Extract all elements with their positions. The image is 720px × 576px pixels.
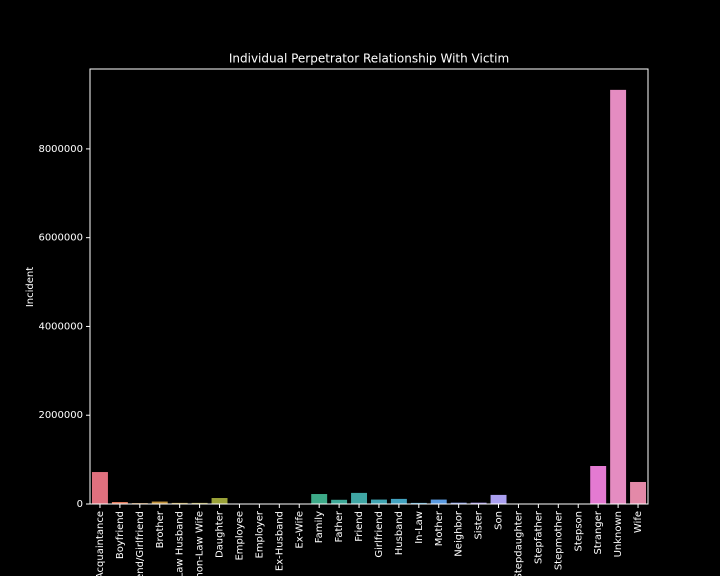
y-tick-label: 6000000 xyxy=(38,233,83,244)
x-tick-label: Brother xyxy=(155,510,166,548)
y-tick-label: 2000000 xyxy=(38,410,83,421)
bar xyxy=(311,494,328,504)
bar xyxy=(91,472,108,504)
x-tick-label: Stepmother xyxy=(553,510,564,570)
x-tick-label: Unknown xyxy=(613,511,624,557)
y-axis-label: Incident xyxy=(25,267,36,307)
x-tick-label: Boyfriend xyxy=(115,511,126,559)
bar xyxy=(351,492,368,504)
plot-frame xyxy=(89,68,649,505)
x-tick-label: Stepson xyxy=(573,511,584,551)
bar xyxy=(151,501,168,504)
x-tick-label: Father xyxy=(334,510,345,542)
x-tick-label: Employee xyxy=(234,511,245,561)
x-tick-label: Common-Law Husband xyxy=(175,511,186,576)
bar xyxy=(171,502,188,504)
y-tick-label: 8000000 xyxy=(38,144,83,155)
bar xyxy=(490,494,507,504)
bar xyxy=(610,89,627,504)
x-tick-label: Girlfriend xyxy=(374,511,385,558)
x-tick-label: Stepfather xyxy=(533,510,544,564)
x-tick-label: Stranger xyxy=(593,510,604,554)
x-tick-label: Boyfriend/Girlfriend xyxy=(135,511,146,576)
x-tick-label: Employer xyxy=(254,510,265,558)
x-tick-label: Family xyxy=(314,511,325,543)
x-tick-label: Ex-Husband xyxy=(274,511,285,571)
bar xyxy=(211,498,228,504)
x-tick-label: Neighbor xyxy=(454,510,465,557)
y-tick-label: 4000000 xyxy=(38,321,83,332)
x-tick-label: Friend xyxy=(354,511,365,542)
x-tick-label: In-Law xyxy=(414,511,425,544)
bar xyxy=(191,502,208,504)
x-tick-label: Common-Law Wife xyxy=(195,511,206,576)
x-tick-label: Wife xyxy=(633,511,644,533)
x-tick-label: Daughter xyxy=(215,510,226,558)
bar xyxy=(470,502,487,504)
y-tick-label: 0 xyxy=(77,499,83,510)
bar xyxy=(390,498,407,504)
x-tick-label: Sister xyxy=(474,510,485,539)
bar xyxy=(590,466,607,504)
chart-title: Individual Perpetrator Relationship With… xyxy=(229,52,509,66)
x-tick-label: Stepdaughter xyxy=(513,510,524,576)
bar xyxy=(410,502,427,504)
x-tick-label: Ex-Wife xyxy=(294,511,305,549)
bar xyxy=(430,499,447,504)
bar xyxy=(370,499,387,504)
bar xyxy=(450,502,467,504)
bar xyxy=(331,499,348,504)
x-tick-label: Husband xyxy=(394,511,405,555)
bar xyxy=(111,502,128,504)
x-tick-label: Son xyxy=(494,511,505,530)
bar xyxy=(630,481,647,504)
x-tick-label: Mother xyxy=(434,510,445,546)
x-tick-label: Acquaintance xyxy=(95,511,106,576)
